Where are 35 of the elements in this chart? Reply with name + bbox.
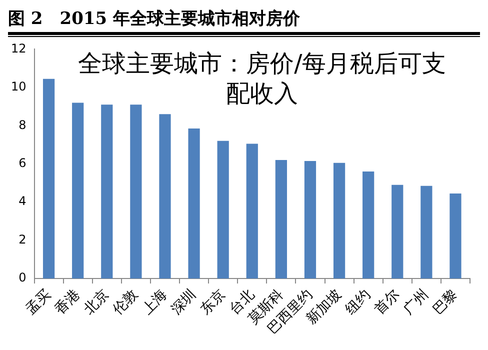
- text: 全球主要城市：房价/每月税后可支配收入: [78, 49, 446, 108]
- y-tick-label: 2: [18, 232, 26, 246]
- bar: [130, 104, 142, 279]
- x-tick-label: 首尔: [372, 286, 403, 318]
- x-tick-label: 北京: [81, 286, 112, 318]
- x-tick-label: 巴黎: [430, 286, 461, 318]
- bar: [304, 160, 316, 279]
- y-tick-label: 4: [18, 194, 26, 208]
- x-tick-label: 香港: [52, 286, 84, 318]
- bar: [275, 160, 287, 279]
- y-tick-label: 0: [18, 270, 26, 285]
- bar: [159, 114, 171, 279]
- x-tick-label: 孟买: [23, 286, 54, 318]
- bar: [333, 162, 346, 279]
- y-tick-label: 8: [18, 118, 26, 132]
- x-tick-label: 东京: [197, 286, 228, 318]
- x-tick-label: 纽约: [342, 286, 374, 318]
- bar: [362, 172, 374, 279]
- bar: [188, 128, 200, 279]
- bar: [450, 193, 462, 279]
- y-tick-label: 10: [10, 80, 26, 94]
- bar: [101, 104, 113, 279]
- bar: [246, 144, 258, 279]
- bar: [392, 184, 404, 279]
- bar: [42, 78, 55, 279]
- x-tick-label: 伦敦: [110, 286, 142, 318]
- x-tick-label: 上海: [139, 286, 170, 318]
- y-tick-label: 6: [18, 156, 26, 170]
- y-tick-label: 12: [10, 41, 26, 56]
- x-tick-label: 深圳: [168, 286, 200, 318]
- bar: [420, 186, 432, 279]
- bar: [72, 102, 84, 279]
- x-tick-label: 广州: [400, 286, 432, 318]
- chart-title: 图 2 2015 年全球主要城市相对房价: [8, 8, 301, 31]
- bar: [217, 140, 229, 279]
